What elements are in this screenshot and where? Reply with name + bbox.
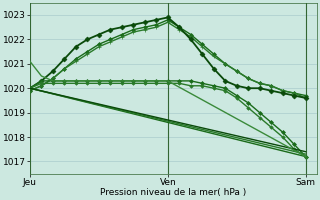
X-axis label: Pression niveau de la mer( hPa ): Pression niveau de la mer( hPa ) bbox=[100, 188, 247, 197]
